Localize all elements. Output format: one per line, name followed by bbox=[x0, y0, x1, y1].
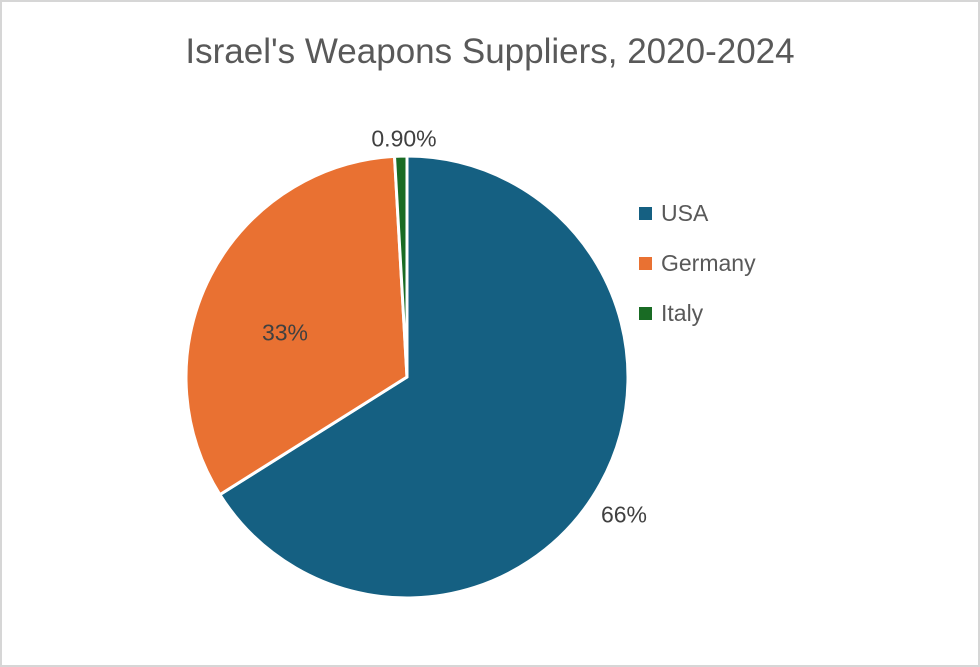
legend-label-germany: Germany bbox=[661, 250, 756, 276]
legend-marker-germany-icon bbox=[639, 256, 652, 270]
data-label-germany: 33% bbox=[261, 319, 309, 346]
pie-slice-germany[interactable] bbox=[184, 154, 409, 497]
legend-marker-usa-icon bbox=[639, 206, 652, 220]
legend-item-germany[interactable]: Germany bbox=[639, 251, 756, 275]
legend-item-italy[interactable]: Italy bbox=[639, 301, 756, 325]
legend-item-usa[interactable]: USA bbox=[639, 201, 756, 225]
chart-title: Israel's Weapons Suppliers, 2020-2024 bbox=[185, 32, 795, 71]
legend-marker-italy-icon bbox=[639, 306, 652, 320]
pie-slice-usa[interactable] bbox=[218, 154, 630, 600]
data-label-italy: 0.90% bbox=[371, 125, 437, 152]
legend: USA Germany Italy bbox=[639, 201, 756, 351]
legend-label-usa: USA bbox=[661, 200, 709, 226]
legend-label-italy: Italy bbox=[661, 300, 704, 326]
data-label-usa: 66% bbox=[600, 501, 648, 528]
pie-slice-italy[interactable] bbox=[393, 154, 409, 379]
